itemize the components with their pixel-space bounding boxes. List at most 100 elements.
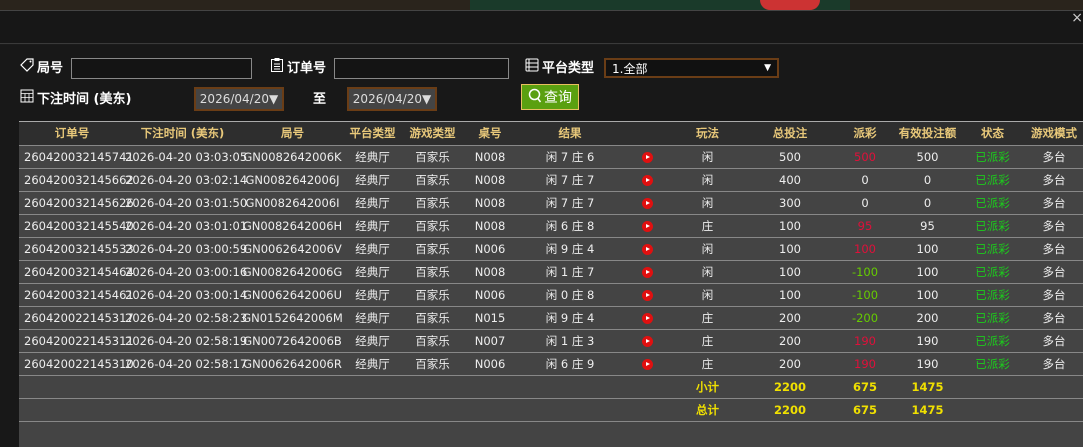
subtotal-row: 小计 2200 675 1475 <box>19 375 1083 399</box>
cell-bet-time: 2026-04-20 03:03:05 <box>125 145 247 169</box>
cell-valid-bet: 100 <box>895 260 960 284</box>
table-row[interactable]: 260420032145533 2026-04-20 03:00:59 GN0062… <box>19 237 1083 261</box>
cell-platform: 经典厅 <box>345 352 400 376</box>
cell-bet-time: 2026-04-20 02:58:23 <box>125 306 247 330</box>
replay-button[interactable] <box>625 191 670 215</box>
table-row[interactable]: 260420032145626 2026-04-20 03:01:50 GN0082… <box>19 191 1083 215</box>
cell-bet-time: 2026-04-20 03:02:14 <box>125 168 247 192</box>
order-input[interactable] <box>334 58 509 79</box>
cell-total-bet: 400 <box>745 168 835 192</box>
replay-button[interactable] <box>625 168 670 192</box>
cell-bet-type: 庄 <box>670 329 745 353</box>
play-icon <box>642 266 653 278</box>
cell-table-no: N006 <box>465 237 515 261</box>
cell-round-no: GN0062642006V <box>240 237 345 261</box>
cell-status: 已派彩 <box>960 168 1025 192</box>
cell-total-bet: 300 <box>745 191 835 215</box>
table-row[interactable]: 260420022145311 2026-04-20 02:58:19 GN0072… <box>19 329 1083 353</box>
list-icon <box>525 58 539 76</box>
column-header: 派彩 <box>835 122 895 146</box>
table-row[interactable]: 260420022145310 2026-04-20 02:58:17 GN0062… <box>19 352 1083 376</box>
tag-icon <box>20 57 34 76</box>
cell-table-no: N006 <box>465 283 515 307</box>
date-from-picker[interactable]: 2026/04/20 ▼ <box>194 87 284 111</box>
cell-round-no: GN0082642006K <box>240 145 345 169</box>
cell-status: 已派彩 <box>960 329 1025 353</box>
cell-result: 闲 7 庄 7 <box>515 168 625 192</box>
cell-round-no: GN0082642006H <box>240 214 345 238</box>
cell-status: 已派彩 <box>960 260 1025 284</box>
cell-round-no: GN0082642006G <box>240 260 345 284</box>
cell-platform: 经典厅 <box>345 306 400 330</box>
cell-round-no: GN0082642006I <box>240 191 345 215</box>
column-header: 游戏模式 <box>1025 122 1083 146</box>
table-row[interactable]: 260420032145461 2026-04-20 03:00:14 GN0062… <box>19 283 1083 307</box>
replay-button[interactable] <box>625 237 670 261</box>
cell-result: 闲 6 庄 8 <box>515 214 625 238</box>
cell-valid-bet: 100 <box>895 237 960 261</box>
cell-order-no: 260420022145317 <box>19 306 134 330</box>
cell-game-type: 百家乐 <box>400 237 465 261</box>
cell-game-type: 百家乐 <box>400 260 465 284</box>
cell-payout: 0 <box>835 168 895 192</box>
cell-order-no: 260420022145310 <box>19 352 134 376</box>
cell-result: 闲 9 庄 4 <box>515 237 625 261</box>
cell-order-no: 260420032145626 <box>19 191 134 215</box>
column-header: 状态 <box>960 122 1025 146</box>
cell-total-bet: 100 <box>745 214 835 238</box>
cell-platform: 经典厅 <box>345 237 400 261</box>
replay-button[interactable] <box>625 214 670 238</box>
round-input[interactable] <box>71 58 252 79</box>
cell-valid-bet: 100 <box>895 283 960 307</box>
platform-select[interactable]: 1.全部 ▼ <box>604 58 779 78</box>
replay-button[interactable] <box>625 352 670 376</box>
column-header: 结果 <box>515 122 625 146</box>
replay-button[interactable] <box>625 329 670 353</box>
cell-game-mode: 多台 <box>1025 283 1083 307</box>
cell-status: 已派彩 <box>960 306 1025 330</box>
replay-button[interactable] <box>625 306 670 330</box>
cell-payout: 190 <box>835 352 895 376</box>
table-row[interactable]: 260420022145317 2026-04-20 02:58:23 GN0152… <box>19 306 1083 330</box>
cell-game-type: 百家乐 <box>400 306 465 330</box>
cell-valid-bet: 190 <box>895 329 960 353</box>
cell-total-bet: 200 <box>745 352 835 376</box>
cell-bet-time: 2026-04-20 02:58:17 <box>125 352 247 376</box>
cell-table-no: N008 <box>465 145 515 169</box>
column-header: 订单号 <box>19 122 125 146</box>
replay-button[interactable] <box>625 260 670 284</box>
cell-round-no: GN0062642006R <box>240 352 345 376</box>
cell-round-no: GN0082642006J <box>240 168 345 192</box>
table-row[interactable]: 260420032145662 2026-04-20 03:02:14 GN0082… <box>19 168 1083 192</box>
cell-result: 闲 7 庄 7 <box>515 191 625 215</box>
play-icon <box>642 220 653 232</box>
cell-order-no: 260420032145540 <box>19 214 134 238</box>
cell-game-type: 百家乐 <box>400 145 465 169</box>
cell-bet-type: 闲 <box>670 168 745 192</box>
cell-bet-time: 2026-04-20 03:01:50 <box>125 191 247 215</box>
play-icon <box>642 312 653 324</box>
cell-bet-type: 闲 <box>670 260 745 284</box>
replay-button[interactable] <box>625 283 670 307</box>
query-button[interactable]: 查询 <box>521 84 579 110</box>
cell-game-mode: 多台 <box>1025 145 1083 169</box>
cell-result: 闲 1 庄 7 <box>515 260 625 284</box>
cell-game-type: 百家乐 <box>400 191 465 215</box>
cell-status: 已派彩 <box>960 191 1025 215</box>
cell-valid-bet: 200 <box>895 306 960 330</box>
cell-bet-time: 2026-04-20 02:58:19 <box>125 329 247 353</box>
replay-button[interactable] <box>625 145 670 169</box>
cell-game-mode: 多台 <box>1025 168 1083 192</box>
cell-game-type: 百家乐 <box>400 283 465 307</box>
cell-valid-bet: 0 <box>895 168 960 192</box>
close-button[interactable]: × <box>1071 10 1083 26</box>
cell-payout: 500 <box>835 145 895 169</box>
table-row[interactable]: 260420032145540 2026-04-20 03:01:01 GN0082… <box>19 214 1083 238</box>
table-row[interactable]: 260420032145464 2026-04-20 03:00:16 GN0082… <box>19 260 1083 284</box>
cell-game-mode: 多台 <box>1025 191 1083 215</box>
dropdown-arrow-icon: ▼ <box>764 63 771 73</box>
cell-payout: -200 <box>835 306 895 330</box>
table-row[interactable]: 260420032145741 2026-04-20 03:03:05 GN0082… <box>19 145 1083 169</box>
date-to-picker[interactable]: 2026/04/20 ▼ <box>347 87 437 111</box>
cell-bet-type: 庄 <box>670 214 745 238</box>
